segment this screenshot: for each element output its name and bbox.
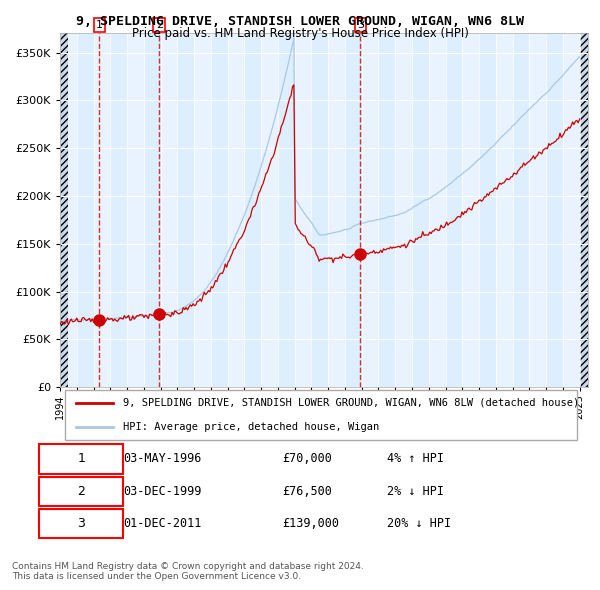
Text: 01-DEC-2011: 01-DEC-2011 [124,517,202,530]
Text: Price paid vs. HM Land Registry's House Price Index (HPI): Price paid vs. HM Land Registry's House … [131,27,469,40]
Bar [362,34,379,387]
Text: 3: 3 [77,517,85,530]
Text: £139,000: £139,000 [282,517,339,530]
Text: £76,500: £76,500 [282,485,332,498]
FancyBboxPatch shape [39,444,124,474]
Bar [529,34,546,387]
Bar [295,34,311,387]
Bar [60,34,77,387]
Text: 20% ↓ HPI: 20% ↓ HPI [388,517,451,530]
Bar [328,34,345,387]
Bar [60,34,68,387]
Bar [194,34,211,387]
Bar [563,34,580,387]
FancyBboxPatch shape [39,477,124,506]
Bar [496,34,512,387]
Text: 4% ↑ HPI: 4% ↑ HPI [388,453,445,466]
Text: 1: 1 [77,453,85,466]
Text: 03-MAY-1996: 03-MAY-1996 [124,453,202,466]
Text: 3: 3 [357,20,364,30]
FancyBboxPatch shape [65,390,577,440]
Text: 2: 2 [77,485,85,498]
Bar [462,34,479,387]
Text: 9, SPELDING DRIVE, STANDISH LOWER GROUND, WIGAN, WN6 8LW: 9, SPELDING DRIVE, STANDISH LOWER GROUND… [76,15,524,28]
Bar [580,34,588,387]
Text: 1: 1 [96,20,103,30]
Text: 2% ↓ HPI: 2% ↓ HPI [388,485,445,498]
Text: Contains HM Land Registry data © Crown copyright and database right 2024.
This d: Contains HM Land Registry data © Crown c… [12,562,364,581]
FancyBboxPatch shape [39,509,124,538]
Bar [161,34,178,387]
Bar [261,34,278,387]
Text: 9, SPELDING DRIVE, STANDISH LOWER GROUND, WIGAN, WN6 8LW (detached house): 9, SPELDING DRIVE, STANDISH LOWER GROUND… [124,398,580,408]
Bar [227,34,244,387]
Text: HPI: Average price, detached house, Wigan: HPI: Average price, detached house, Wiga… [124,422,380,432]
Text: 03-DEC-1999: 03-DEC-1999 [124,485,202,498]
Bar [429,34,446,387]
Bar [127,34,144,387]
Bar [94,34,110,387]
Bar [395,34,412,387]
Text: 2: 2 [155,20,163,30]
Text: £70,000: £70,000 [282,453,332,466]
